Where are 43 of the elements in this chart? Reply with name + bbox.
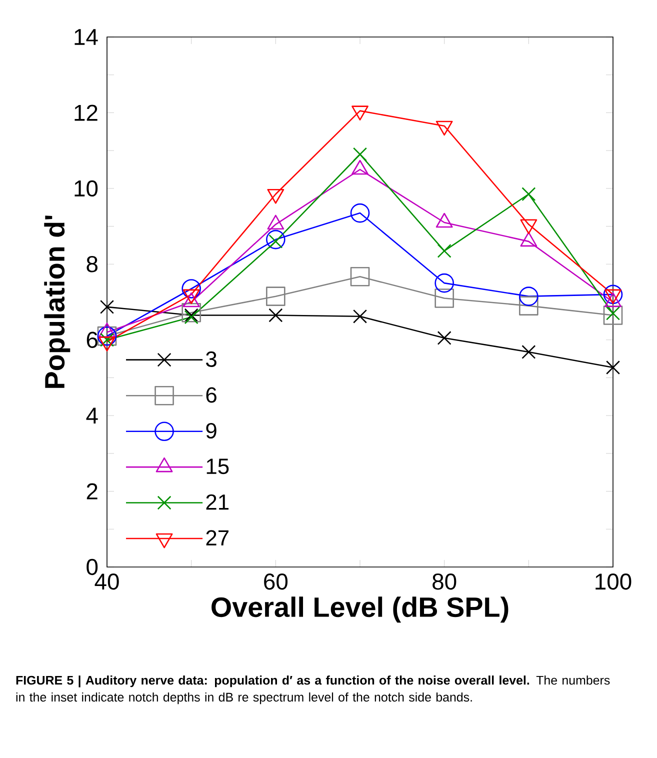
x-tick-label: 100 [596, 574, 632, 590]
point [268, 308, 283, 322]
point [266, 286, 286, 306]
point [603, 284, 623, 304]
legend-label: 3 [206, 351, 216, 367]
y-tick-label: 10 [74, 180, 98, 197]
y-tick-label: 14 [74, 29, 98, 45]
y-tick-label: 6 [86, 332, 98, 348]
legend-label: 15 [206, 458, 229, 474]
point [350, 266, 370, 286]
point [352, 309, 368, 324]
point [522, 344, 536, 359]
x-tick-label: 40 [94, 574, 119, 590]
point [434, 288, 454, 308]
point [437, 330, 452, 345]
legend-label: 27 [206, 530, 228, 546]
point [434, 273, 454, 293]
point [266, 230, 286, 250]
y-tick-label: 4 [86, 408, 98, 424]
y-axis-title: Population d' [44, 216, 70, 388]
point [603, 306, 623, 325]
point [519, 286, 538, 306]
point [182, 302, 201, 322]
point [100, 300, 114, 314]
point [606, 360, 620, 375]
point [350, 203, 370, 223]
point [182, 279, 201, 298]
y-tick-label: 8 [86, 256, 98, 272]
y-tick-label: 0 [86, 558, 98, 576]
text: FIGURE 5 | Auditory nerve data: population d′ as a function of the noise overall level. The numbers in the inset indicate notch depths in dB re spectrum level of the notch side bands. [16, 676, 610, 704]
y-tick-label: 12 [74, 104, 98, 121]
point [437, 244, 452, 258]
x-axis-title: Overall Level (dB SPL) [212, 596, 508, 623]
legend-label: 9 [206, 422, 216, 439]
point [606, 306, 620, 320]
y-tick-label: 2 [86, 483, 98, 500]
legend-label: 6 [206, 387, 216, 403]
point [522, 187, 536, 202]
point [519, 296, 538, 316]
x-tick-label: 60 [264, 574, 288, 590]
x-tick-label: 80 [432, 574, 456, 590]
legend-label: 21 [206, 494, 229, 510]
point [352, 147, 368, 162]
